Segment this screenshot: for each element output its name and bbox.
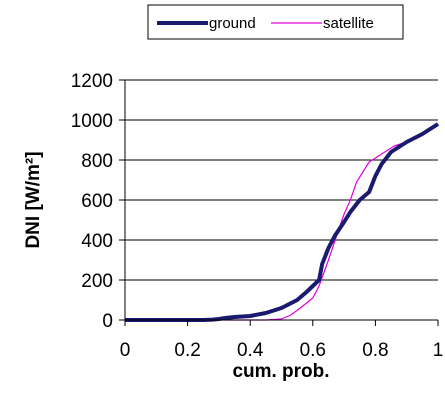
x-tick-label: 0 [120, 340, 131, 361]
y-tick-label: 200 [81, 271, 113, 292]
y-tick-label: 0 [102, 311, 113, 332]
series-line-ground [125, 122, 440, 322]
y-tick-label: 400 [81, 231, 113, 252]
y-tick-labels: 0 200 400 600 800 1000 1200 [71, 71, 113, 332]
x-tick-label: 0.2 [174, 340, 200, 361]
gridlines [125, 79, 438, 281]
series-lines [125, 122, 440, 322]
legend-label-ground: ground [209, 15, 256, 32]
y-tick-label: 600 [81, 191, 113, 212]
y-tick-label: 1200 [71, 71, 113, 92]
x-axis-title: cum. prob. [232, 361, 329, 382]
legend: ground satellite [147, 4, 404, 40]
y-tick-label: 800 [81, 151, 113, 172]
y-tick-label: 1000 [71, 111, 113, 132]
axes [119, 79, 439, 326]
x-tick-label: 1 [433, 340, 444, 361]
x-tick-label: 0.6 [300, 340, 326, 361]
x-tick-label: 0.4 [237, 340, 264, 361]
legend-label-satellite: satellite [323, 15, 374, 32]
series-line-satellite [125, 123, 439, 321]
x-tick-labels: 0 0.2 0.4 0.6 0.8 1 [120, 340, 444, 361]
x-tick-label: 0.8 [362, 340, 388, 361]
y-axis-title: DNI [W/m²] [23, 151, 44, 248]
